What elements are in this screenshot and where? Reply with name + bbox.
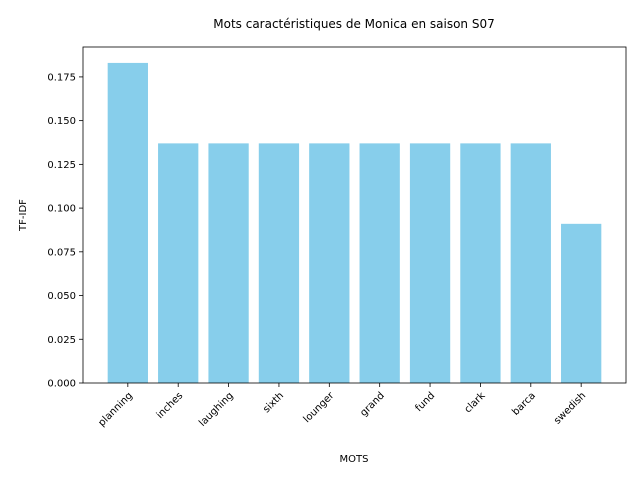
x-tick-label: grand	[358, 390, 386, 418]
chart-title: Mots caractéristiques de Monica en saiso…	[213, 17, 494, 31]
bar-sixth	[258, 143, 300, 383]
bar-planning	[107, 62, 148, 383]
y-axis: 0.000 0.025 0.050 0.075 0.100 0.125 0.150 0.175	[47, 72, 83, 390]
y-axis-title: TF-IDF	[18, 199, 29, 232]
y-tick-label: 0.150	[47, 116, 76, 127]
y-tick-label: 0.125	[47, 160, 76, 171]
x-tick-label: inches	[155, 390, 186, 421]
x-tick-label: lounger	[302, 390, 337, 425]
bar-laughing	[208, 143, 249, 383]
y-tick-label: 0.100	[47, 204, 76, 215]
bar-inches	[158, 143, 199, 383]
x-axis: planning inches laughing sixth lounger grand f…	[96, 383, 588, 429]
x-tick-label: clark	[463, 390, 488, 415]
x-tick-label: barca	[510, 390, 538, 418]
x-tick-label: laughing	[197, 390, 235, 428]
y-tick-label: 0.175	[47, 72, 76, 83]
y-tick-label: 0.075	[47, 247, 76, 258]
y-tick-label: 0.025	[47, 335, 76, 346]
x-axis-title: MOTS	[340, 454, 369, 465]
x-tick-label: planning	[96, 390, 134, 428]
bar-barca	[510, 143, 551, 383]
y-tick-label: 0.050	[47, 291, 76, 302]
bar-fund	[409, 143, 451, 383]
bar-clark	[460, 143, 501, 383]
x-tick-label: sixth	[261, 390, 286, 415]
x-tick-label: fund	[413, 390, 437, 414]
bar-grand	[359, 143, 400, 383]
y-tick-label: 0.000	[47, 379, 76, 390]
plot-frame	[82, 46, 627, 384]
bars-group	[107, 62, 602, 383]
bar-swedish	[561, 223, 602, 383]
bar-lounger	[309, 143, 350, 383]
x-tick-label: swedish	[552, 390, 588, 426]
